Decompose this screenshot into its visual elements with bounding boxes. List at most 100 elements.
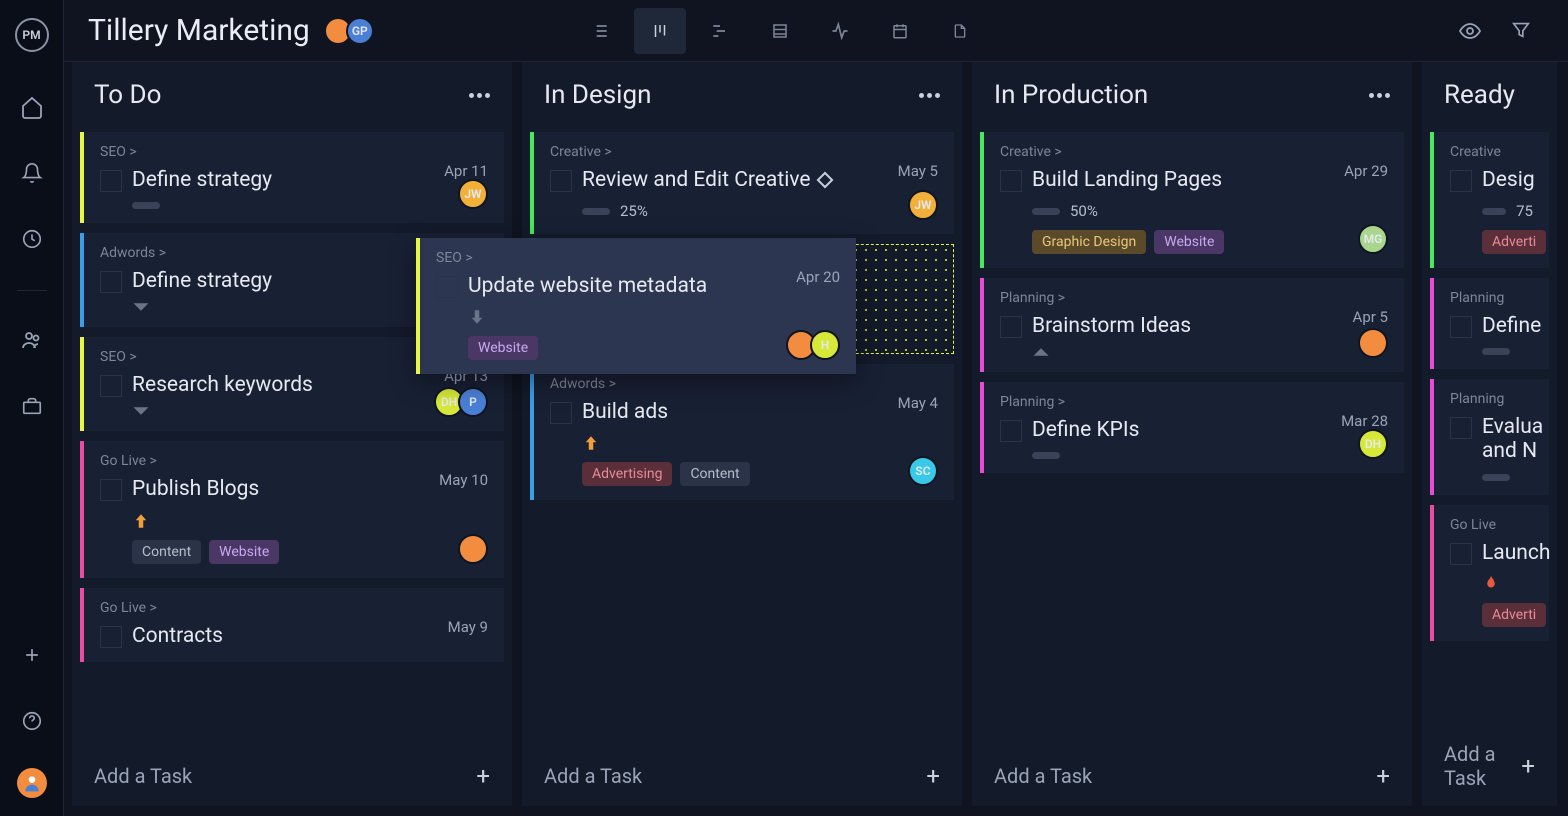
card-checkbox[interactable]	[100, 626, 122, 648]
tag[interactable]: Website	[209, 540, 279, 564]
add-task-button[interactable]: Add a Task+	[1422, 726, 1557, 806]
team-icon[interactable]	[13, 321, 51, 359]
column-menu-icon[interactable]	[1369, 93, 1390, 98]
task-card[interactable]: Adwords >Build adsMay 4AdvertisingConten…	[530, 364, 954, 500]
add-task-button[interactable]: Add a Task+	[972, 746, 1412, 806]
card-checkbox[interactable]	[1000, 316, 1022, 338]
add-task-label: Add a Task	[994, 764, 1092, 788]
bell-icon[interactable]	[13, 154, 51, 192]
card-checkbox[interactable]	[100, 170, 122, 192]
progress-bar	[1482, 208, 1506, 215]
card-category: Go Live >	[100, 453, 488, 469]
card-checkbox[interactable]	[100, 271, 122, 293]
assignee-avatar[interactable]: P	[458, 387, 488, 417]
task-card[interactable]: Creative >Build Landing PagesApr 2950%Gr…	[980, 132, 1404, 268]
task-card[interactable]: PlanningEvalua and N	[1430, 379, 1549, 494]
progress-bar	[1032, 208, 1060, 215]
add-task-button[interactable]: Add a Task+	[72, 746, 512, 806]
tag[interactable]: Adverti	[1482, 230, 1546, 254]
tag[interactable]: Advertising	[582, 462, 672, 486]
card-assignees[interactable]: JW	[914, 190, 938, 220]
task-card[interactable]: Go Live >ContractsMay 9	[80, 588, 504, 662]
tag[interactable]: Content	[680, 462, 749, 486]
add-task-label: Add a Task	[1444, 742, 1521, 790]
card-assignees[interactable]: JW	[464, 179, 488, 209]
visibility-icon[interactable]	[1458, 19, 1482, 43]
card-category: Go Live >	[100, 600, 488, 616]
dragging-card[interactable]: SEO >Update website metadataApr 20Websit…	[416, 238, 856, 374]
board-view-icon[interactable]	[634, 8, 686, 54]
task-card[interactable]: Go Live >Publish BlogsMay 10ContentWebsi…	[80, 441, 504, 577]
column-title: To Do	[94, 80, 161, 110]
assignee-avatar[interactable]	[458, 534, 488, 564]
column-menu-icon[interactable]	[469, 93, 490, 98]
card-title: Contracts	[132, 624, 488, 648]
briefcase-icon[interactable]	[13, 387, 51, 425]
task-card[interactable]: Planning >Define KPIsMar 28DH	[980, 382, 1404, 473]
task-card[interactable]: Planning >Brainstorm IdeasApr 5	[980, 278, 1404, 372]
assignee-avatar[interactable]: SC	[908, 456, 938, 486]
task-card[interactable]: SEO >Define strategyApr 11JW	[80, 132, 504, 223]
filter-icon[interactable]	[1510, 19, 1532, 43]
card-category: SEO >	[436, 250, 840, 266]
task-card[interactable]: Creative >Review and Edit CreativeMay 52…	[530, 132, 954, 234]
card-checkbox[interactable]	[100, 479, 122, 501]
plus-icon: +	[476, 762, 490, 790]
task-card[interactable]: PlanningDefine	[1430, 278, 1549, 369]
file-view-icon[interactable]	[934, 8, 986, 54]
card-checkbox[interactable]	[1000, 420, 1022, 442]
task-card[interactable]: CreativeDesig75Adverti	[1430, 132, 1549, 268]
add-task-button[interactable]: Add a Task+	[522, 746, 962, 806]
list-view-icon[interactable]	[574, 8, 626, 54]
card-assignees[interactable]: SC	[914, 456, 938, 486]
calendar-view-icon[interactable]	[874, 8, 926, 54]
card-checkbox[interactable]	[1450, 170, 1472, 192]
priority-up-icon	[132, 512, 488, 530]
card-checkbox[interactable]	[1450, 543, 1472, 565]
card-checkbox[interactable]	[550, 402, 572, 424]
card-title: Define	[1482, 314, 1541, 338]
card-tags: Adverti	[1482, 230, 1533, 254]
tag[interactable]: Content	[132, 540, 201, 564]
card-checkbox[interactable]	[1450, 316, 1472, 338]
card-assignees[interactable]: DHP	[440, 387, 488, 417]
assignee-avatar[interactable]	[1358, 328, 1388, 358]
task-card[interactable]: Go LiveLaunchAdverti	[1430, 505, 1549, 641]
board-column: In DesignCreative >Review and Edit Creat…	[522, 62, 962, 806]
activity-view-icon[interactable]	[814, 8, 866, 54]
logo[interactable]: PM	[15, 18, 49, 52]
add-icon[interactable]	[13, 636, 51, 674]
card-assignees[interactable]: H	[792, 330, 840, 360]
assignee-avatar[interactable]: JW	[458, 179, 488, 209]
card-checkbox[interactable]	[1000, 170, 1022, 192]
user-avatar[interactable]	[17, 768, 47, 798]
assignee-avatar[interactable]: H	[810, 330, 840, 360]
card-assignees[interactable]	[1364, 328, 1388, 358]
board-column: To DoSEO >Define strategyApr 11JWAdwords…	[72, 62, 512, 806]
card-checkbox[interactable]	[436, 276, 458, 298]
tag[interactable]: Adverti	[1482, 603, 1546, 627]
column-menu-icon[interactable]	[919, 93, 940, 98]
tag[interactable]: Website	[1154, 230, 1224, 254]
card-date: Apr 11	[444, 162, 488, 180]
clock-icon[interactable]	[13, 220, 51, 258]
tag[interactable]: Graphic Design	[1032, 230, 1146, 254]
project-members[interactable]: GP	[330, 17, 374, 45]
card-checkbox[interactable]	[100, 375, 122, 397]
gantt-view-icon[interactable]	[694, 8, 746, 54]
card-assignees[interactable]	[464, 534, 488, 564]
tag[interactable]: Website	[468, 336, 538, 360]
assignee-avatar[interactable]: JW	[908, 190, 938, 220]
card-assignees[interactable]: DH	[1364, 429, 1388, 459]
card-assignees[interactable]: MG	[1364, 224, 1388, 254]
assignee-avatar[interactable]: DH	[1358, 429, 1388, 459]
assignee-avatar[interactable]: MG	[1358, 224, 1388, 254]
help-icon[interactable]	[13, 702, 51, 740]
home-icon[interactable]	[13, 88, 51, 126]
sheet-view-icon[interactable]	[754, 8, 806, 54]
card-title: Publish Blogs	[132, 477, 488, 501]
card-date: Apr 29	[1344, 162, 1388, 180]
member-avatar[interactable]: GP	[346, 17, 374, 45]
card-checkbox[interactable]	[550, 170, 572, 192]
card-checkbox[interactable]	[1450, 417, 1472, 439]
